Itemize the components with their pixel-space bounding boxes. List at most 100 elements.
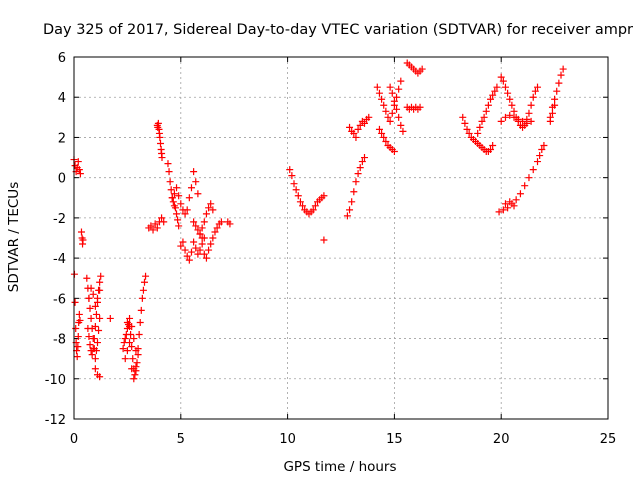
data-point [91, 302, 99, 310]
y-tick-label: 6 [58, 51, 66, 66]
data-point [97, 272, 105, 280]
data-point [373, 83, 381, 91]
data-point [346, 206, 354, 214]
data-point [299, 202, 307, 210]
data-point [352, 133, 360, 141]
data-point [380, 101, 388, 109]
data-point [546, 117, 554, 125]
data-point [165, 168, 173, 176]
data-point [352, 178, 360, 186]
data-point [386, 83, 394, 91]
data-point [190, 238, 198, 246]
data-point [128, 322, 136, 330]
data-point [185, 194, 193, 202]
data-point [153, 224, 161, 232]
data-point [380, 133, 388, 141]
data-point [399, 127, 407, 135]
data-point [198, 234, 206, 242]
data-point [390, 148, 398, 156]
data-point [480, 113, 488, 121]
data-point [76, 170, 84, 178]
data-point [348, 198, 356, 206]
data-point [501, 200, 509, 208]
data-point [89, 290, 97, 298]
data-point [174, 216, 182, 224]
data-point [129, 355, 137, 363]
data-point [85, 294, 93, 302]
data-point [72, 325, 80, 332]
data-point [166, 178, 174, 186]
data-point [525, 174, 533, 182]
data-point [382, 107, 390, 115]
data-point [360, 154, 368, 162]
data-point [311, 202, 319, 210]
data-point [198, 224, 206, 232]
plot-frame [73, 56, 609, 420]
data-point [74, 333, 82, 341]
data-points [70, 59, 567, 383]
data-point [183, 252, 191, 260]
data-point [121, 335, 129, 343]
data-point [354, 125, 362, 133]
data-point [461, 119, 469, 127]
data-point [207, 200, 215, 208]
data-point [551, 95, 559, 103]
data-point [484, 101, 492, 109]
data-point [205, 204, 213, 212]
data-point [194, 250, 202, 258]
data-point [525, 109, 533, 117]
y-tick-label: -12 [45, 413, 66, 428]
data-point [84, 325, 92, 332]
data-point [397, 77, 405, 85]
data-point [501, 113, 509, 121]
data-point [181, 210, 189, 218]
data-point [501, 83, 509, 91]
data-point [177, 200, 185, 208]
data-point [123, 347, 131, 355]
data-point [390, 97, 398, 105]
data-point [91, 355, 99, 363]
y-tick-label: -4 [53, 252, 66, 267]
x-tick-label: 5 [177, 432, 185, 447]
data-point [173, 184, 181, 192]
x-tick-label: 0 [70, 432, 78, 447]
data-point [512, 196, 520, 204]
data-point [523, 119, 531, 127]
data-point [548, 109, 556, 117]
data-point [75, 310, 83, 318]
chart-title: Day 325 of 2017, Sidereal Day-to-day VTE… [43, 22, 633, 38]
data-point [190, 218, 198, 226]
data-point [158, 154, 166, 162]
data-point [476, 123, 484, 131]
data-point [175, 222, 183, 230]
data-point [79, 236, 87, 244]
data-point [157, 139, 165, 147]
data-point [177, 242, 185, 250]
data-point [123, 318, 131, 326]
data-point [151, 220, 159, 228]
data-point [395, 85, 403, 93]
data-point [499, 206, 507, 214]
data-point [288, 172, 296, 180]
data-point [87, 314, 95, 322]
data-point [171, 204, 179, 212]
x-tick-label: 20 [493, 432, 510, 447]
data-point [167, 186, 175, 194]
data-point [343, 212, 351, 220]
data-point [309, 206, 317, 214]
data-point [418, 65, 426, 73]
data-point [88, 351, 96, 359]
data-point [527, 101, 535, 109]
data-point [75, 166, 83, 174]
data-point [86, 341, 94, 349]
y-tick-label: -8 [53, 333, 66, 348]
data-point [192, 178, 200, 186]
data-point [92, 310, 100, 318]
data-point [416, 103, 424, 111]
data-point [156, 133, 164, 141]
data-point [559, 65, 567, 73]
data-point [375, 89, 383, 97]
data-point [126, 314, 134, 322]
data-point [358, 158, 366, 166]
data-point [350, 129, 358, 137]
